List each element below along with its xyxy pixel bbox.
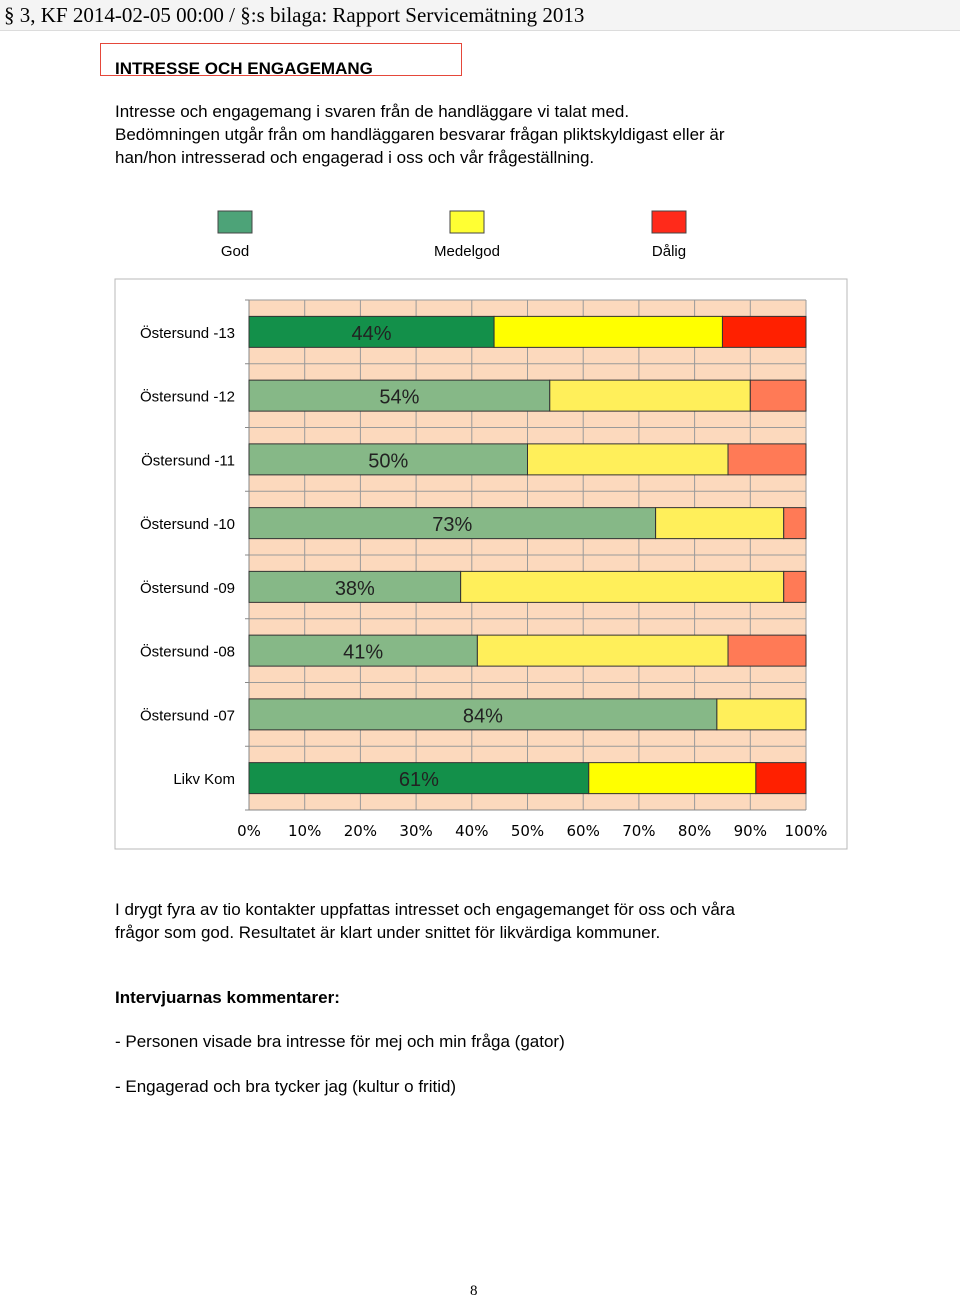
data-label: 84% xyxy=(463,705,503,727)
bar-segment-medelgod xyxy=(549,379,751,412)
x-tick-label: 50% xyxy=(511,822,544,840)
x-tick-label: 100% xyxy=(785,822,828,840)
category-label: Likv Kom xyxy=(173,771,235,788)
bar-segment-dålig xyxy=(727,634,807,667)
bar-segment-medelgod xyxy=(493,315,723,348)
intro-line: Intresse och engagemang i svaren från de… xyxy=(115,102,630,121)
legend-label: Medelgod xyxy=(434,243,500,260)
bar-segment-god xyxy=(248,762,590,795)
bar-segment-medelgod xyxy=(716,698,807,731)
bar-segment-god xyxy=(248,634,478,667)
data-label: 61% xyxy=(399,769,439,791)
bar-segment-medelgod xyxy=(588,762,757,795)
legend-label: God xyxy=(221,243,249,260)
category-label: Östersund -07 xyxy=(140,706,235,724)
bar-segment-dålig xyxy=(755,762,807,795)
legend-label: Dålig xyxy=(652,243,686,260)
bar-segment-god xyxy=(248,698,718,731)
x-tick-label: 10% xyxy=(288,822,321,840)
bar-segment-god xyxy=(248,379,551,412)
comment-item: - Engagerad och bra tycker jag (kultur o… xyxy=(115,1077,457,1096)
data-label: 54% xyxy=(379,387,419,409)
data-label: 38% xyxy=(335,578,375,600)
intro-line: Bedömningen utgår från om handläggaren b… xyxy=(115,125,725,144)
x-tick-label: 70% xyxy=(622,822,655,840)
x-tick-label: 0% xyxy=(237,822,261,840)
bar-segment-medelgod xyxy=(655,507,785,540)
intro-paragraph: Intresse och engagemang i svaren från de… xyxy=(115,100,855,169)
category-label: Östersund -08 xyxy=(140,643,235,661)
category-label: Östersund -13 xyxy=(140,324,235,342)
x-tick-label: 60% xyxy=(567,822,600,840)
bar-segment-dålig xyxy=(721,315,807,348)
bar-segment-dålig xyxy=(783,570,807,603)
document-header-bar: § 3, KF 2014-02-05 00:00 / §:s bilaga: R… xyxy=(0,0,960,31)
stacked-bar-chart: God Medelgod Dålig Östersund -13 44% Östersun… xyxy=(114,210,848,850)
x-tick-label: 30% xyxy=(399,822,432,840)
bar-segment-medelgod xyxy=(460,570,785,603)
data-label: 41% xyxy=(343,642,383,664)
legend-swatch-medelgod xyxy=(449,210,485,234)
summary-paragraph: I drygt fyra av tio kontakter uppfattas … xyxy=(115,898,845,944)
summary-line: I drygt fyra av tio kontakter uppfattas … xyxy=(115,900,735,919)
legend-swatch-dålig xyxy=(651,210,687,234)
comments-title: Intervjuarnas kommentarer: xyxy=(115,988,340,1007)
page-number: 8 xyxy=(470,1283,478,1299)
bar-segment-medelgod xyxy=(476,634,729,667)
bar-segment-medelgod xyxy=(527,443,729,476)
bar-segment-dålig xyxy=(727,443,807,476)
summary-line: frågor som god. Resultatet är klart unde… xyxy=(115,923,661,942)
x-tick-label: 80% xyxy=(678,822,711,840)
legend-swatch-god xyxy=(217,210,253,234)
comment-item: - Personen visade bra intresse för mej o… xyxy=(115,1032,565,1051)
category-label: Östersund -11 xyxy=(141,451,235,469)
bar-segment-dålig xyxy=(749,379,807,412)
category-label: Östersund -12 xyxy=(140,388,235,406)
bar-segment-god xyxy=(248,570,462,603)
category-label: Östersund -10 xyxy=(140,515,235,533)
category-label: Östersund -09 xyxy=(140,579,235,597)
section-heading: INTRESSE OCH ENGAGEMANG xyxy=(115,59,373,78)
data-label: 73% xyxy=(432,514,472,536)
intro-line: han/hon intresserad och engagerad i oss … xyxy=(115,148,595,167)
x-tick-label: 40% xyxy=(455,822,488,840)
bar-segment-dålig xyxy=(783,507,807,540)
heading-highlight-box xyxy=(100,43,462,76)
x-tick-label: 20% xyxy=(344,822,377,840)
document-header-title: § 3, KF 2014-02-05 00:00 / §:s bilaga: R… xyxy=(4,3,585,27)
data-label: 50% xyxy=(368,450,408,472)
data-label: 44% xyxy=(352,323,392,345)
bar-segment-god xyxy=(248,507,657,540)
x-tick-label: 90% xyxy=(734,822,767,840)
